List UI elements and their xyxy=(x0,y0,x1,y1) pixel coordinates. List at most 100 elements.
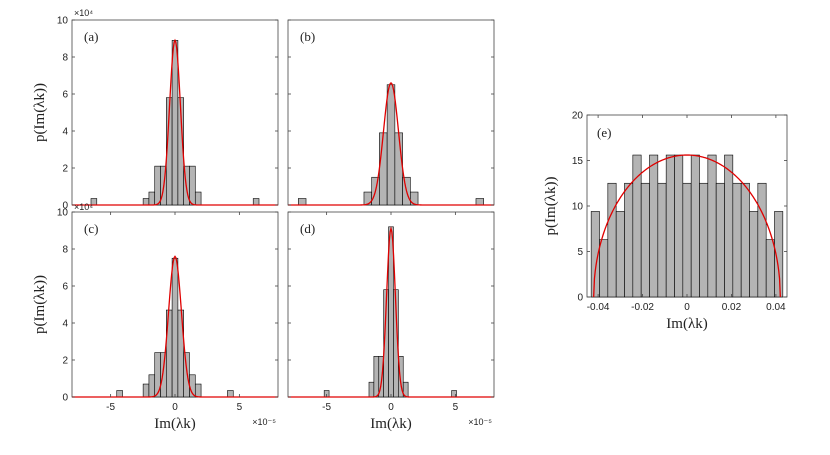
y-tick-label: 4 xyxy=(62,127,68,138)
y-tick-label: 5 xyxy=(577,247,583,258)
panel-label: (d) xyxy=(300,221,315,236)
histogram-bar xyxy=(388,226,394,398)
y-axis-label: p(Im(λk)) xyxy=(32,275,48,334)
fit-curve xyxy=(288,82,494,206)
x-tick-label: -0.04 xyxy=(587,302,610,313)
y-tick-label: 10 xyxy=(57,16,69,27)
x-axis-label: Im(λk) xyxy=(370,416,411,432)
histogram-bar xyxy=(171,257,179,398)
panel-b: (b) xyxy=(287,19,495,206)
histogram-bar xyxy=(171,40,179,206)
histogram-bar xyxy=(160,352,167,398)
histogram-bar xyxy=(624,182,634,298)
histogram-bar xyxy=(142,383,150,398)
x-tick-label: 5 xyxy=(237,402,243,413)
y-tick-label: 10 xyxy=(572,202,584,213)
histogram-bar xyxy=(607,182,617,298)
histogram-bar xyxy=(640,182,650,298)
y-tick-label: 4 xyxy=(62,319,68,330)
histogram-bar xyxy=(740,182,750,298)
histogram-bar xyxy=(386,84,396,206)
panel-label: (a) xyxy=(84,29,98,44)
histogram-bar xyxy=(373,355,380,398)
histogram-bar xyxy=(154,165,161,206)
histogram-bar xyxy=(183,352,190,398)
histogram-bar xyxy=(148,191,156,206)
histogram-bar xyxy=(599,239,609,298)
histogram-bar xyxy=(649,154,659,298)
x-axis-label: Im(λk) xyxy=(154,416,195,432)
x-tick-label: 0.02 xyxy=(722,302,742,313)
x-tick-label: -0.02 xyxy=(631,302,654,313)
histogram-bar xyxy=(142,198,150,206)
histogram-bar xyxy=(252,198,260,206)
y-tick-label: 0 xyxy=(62,201,68,212)
histogram-bar xyxy=(774,211,784,298)
y-tick-label: 2 xyxy=(62,164,68,175)
histogram-bar xyxy=(682,182,692,298)
y-tick-label: 6 xyxy=(62,282,68,293)
panel-label: (b) xyxy=(300,29,315,44)
x-exponent-label: ×10⁻⁵ xyxy=(252,417,276,427)
histogram-bar xyxy=(194,191,202,206)
histogram-bar xyxy=(699,182,709,298)
x-tick-label: 0 xyxy=(172,402,178,413)
y-tick-label: 8 xyxy=(62,245,68,256)
histogram-bar xyxy=(475,198,485,206)
panel-a: 0 2 4 6 8 10 (a) p(Im(λk)) ×10⁴ xyxy=(32,8,279,212)
x-tick-label: -5 xyxy=(106,402,115,413)
histogram-bar xyxy=(398,355,404,398)
x-tick-label: -5 xyxy=(322,402,331,413)
x-exponent-label: ×10⁻⁵ xyxy=(468,417,492,427)
panel-label: (c) xyxy=(84,221,98,236)
y-tick-label: 8 xyxy=(62,53,68,64)
histogram-bar xyxy=(148,374,156,398)
y-tick-label: 15 xyxy=(572,156,584,167)
y-tick-label: 6 xyxy=(62,90,68,101)
fit-curve xyxy=(72,38,278,206)
histogram-bar xyxy=(116,390,123,398)
histogram-bar xyxy=(393,289,399,398)
histogram-bar xyxy=(765,239,775,298)
histogram-bar xyxy=(379,132,388,206)
y-exponent-label: ×10⁴ xyxy=(74,8,93,18)
panel-e: 0 5 10 15 20 -0.04 -0.02 0 0.02 0.04 (e) p(Im(λk)) I… xyxy=(543,111,788,332)
x-tick-label: 0 xyxy=(388,402,394,413)
y-tick-label: 2 xyxy=(62,356,68,367)
x-axis-label: Im(λk) xyxy=(666,316,707,332)
x-tick-label: 5 xyxy=(453,402,459,413)
fit-curve xyxy=(593,154,781,298)
y-tick-label: 20 xyxy=(572,111,584,122)
histogram-bar xyxy=(363,191,372,206)
histogram-bar xyxy=(715,182,725,298)
panel-c: 0 2 4 6 8 10 -5 0 5 (c) p(Im(λk)) Im(λk) ×10⁻⁵ ×10⁴ xyxy=(32,202,279,432)
histogram-bar xyxy=(749,211,759,298)
histogram-bar xyxy=(189,165,196,206)
panel-d: -5 0 5 (d) Im(λk) ×10⁻⁵ xyxy=(287,211,495,432)
x-tick-label: 0 xyxy=(684,302,690,313)
histogram-bar xyxy=(194,383,202,398)
histogram-bar xyxy=(410,191,419,206)
histogram-bar xyxy=(674,154,684,298)
histogram-bar xyxy=(368,381,375,398)
fit-curve xyxy=(288,226,494,398)
fit-curve xyxy=(72,255,278,398)
histogram-bar xyxy=(394,132,403,206)
y-tick-label: 0 xyxy=(577,293,583,304)
y-tick-label: 0 xyxy=(62,393,68,404)
histogram-bar xyxy=(665,154,675,298)
histogram-bar xyxy=(297,198,307,206)
histogram-bar xyxy=(615,211,625,298)
x-tick-label: 0.04 xyxy=(766,302,786,313)
histogram-bar xyxy=(657,182,667,298)
y-axis-label: p(Im(λk)) xyxy=(32,83,48,142)
histogram-bar xyxy=(227,390,234,398)
histogram-bar xyxy=(707,154,717,298)
histogram-bar xyxy=(451,390,457,398)
histogram-bar xyxy=(757,182,767,298)
y-axis-label: p(Im(λk)) xyxy=(543,177,559,236)
panel-label: (e) xyxy=(597,125,611,140)
y-tick-label: 10 xyxy=(57,208,69,219)
histogram-bar xyxy=(690,154,700,298)
